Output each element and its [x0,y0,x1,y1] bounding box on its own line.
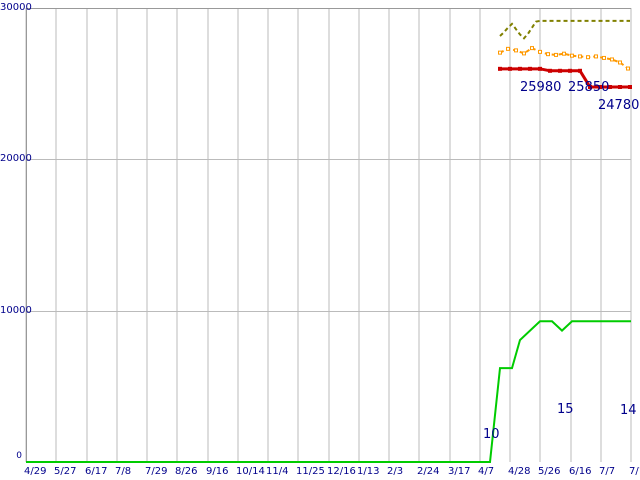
x-axis-tick-label: 6/16 [569,466,592,477]
y-axis-tick-label: 30000 [0,2,32,13]
green-count-series [26,320,631,463]
data-value-label: 25980 [520,80,562,95]
x-axis-tick-label: 6/17 [85,466,108,477]
x-axis-tick-label: 8/26 [175,466,198,477]
x-axis-tick-label: 10/14 [236,466,265,477]
data-value-label: 24780 [598,98,640,113]
x-axis-tick-label: 4/28 [508,466,531,477]
x-axis-tick-label: 7/14 [629,466,640,477]
olive-dashed-series [499,19,630,40]
x-axis-tick-label: 9/16 [206,466,229,477]
x-axis-tick-label: 2/24 [417,466,440,477]
x-axis-tick-label: 1/13 [357,466,380,477]
x-axis-tick-label: 4/29 [24,466,47,477]
x-axis-tick-label: 11/25 [296,466,325,477]
y-axis-tick-label: 0 [16,451,22,461]
x-axis-tick-label: 2/3 [387,466,404,477]
data-value-label: 25850 [568,80,610,95]
x-axis-tick-label: 4/7 [478,466,495,477]
x-axis-tick-label: 5/27 [54,466,77,477]
x-axis-tick-label: 11/4 [266,466,289,477]
data-value-label: 15 [557,402,574,417]
data-value-label: 10 [483,427,500,442]
y-axis-tick-label: 10000 [0,304,32,316]
x-axis-tick-label: 7/29 [145,466,168,477]
x-axis-tick-label: 5/26 [538,466,561,477]
x-axis-tick-label: 7/8 [115,466,132,477]
x-axis-tick-label: 12/16 [327,466,356,477]
y-axis-tick-label: 20000 [0,153,32,165]
x-axis-tick-label: 7/7 [599,466,616,477]
orange-dashed-series [499,46,629,70]
data-value-label: 14 [620,403,637,418]
x-axis-tick-label: 3/17 [448,466,471,477]
